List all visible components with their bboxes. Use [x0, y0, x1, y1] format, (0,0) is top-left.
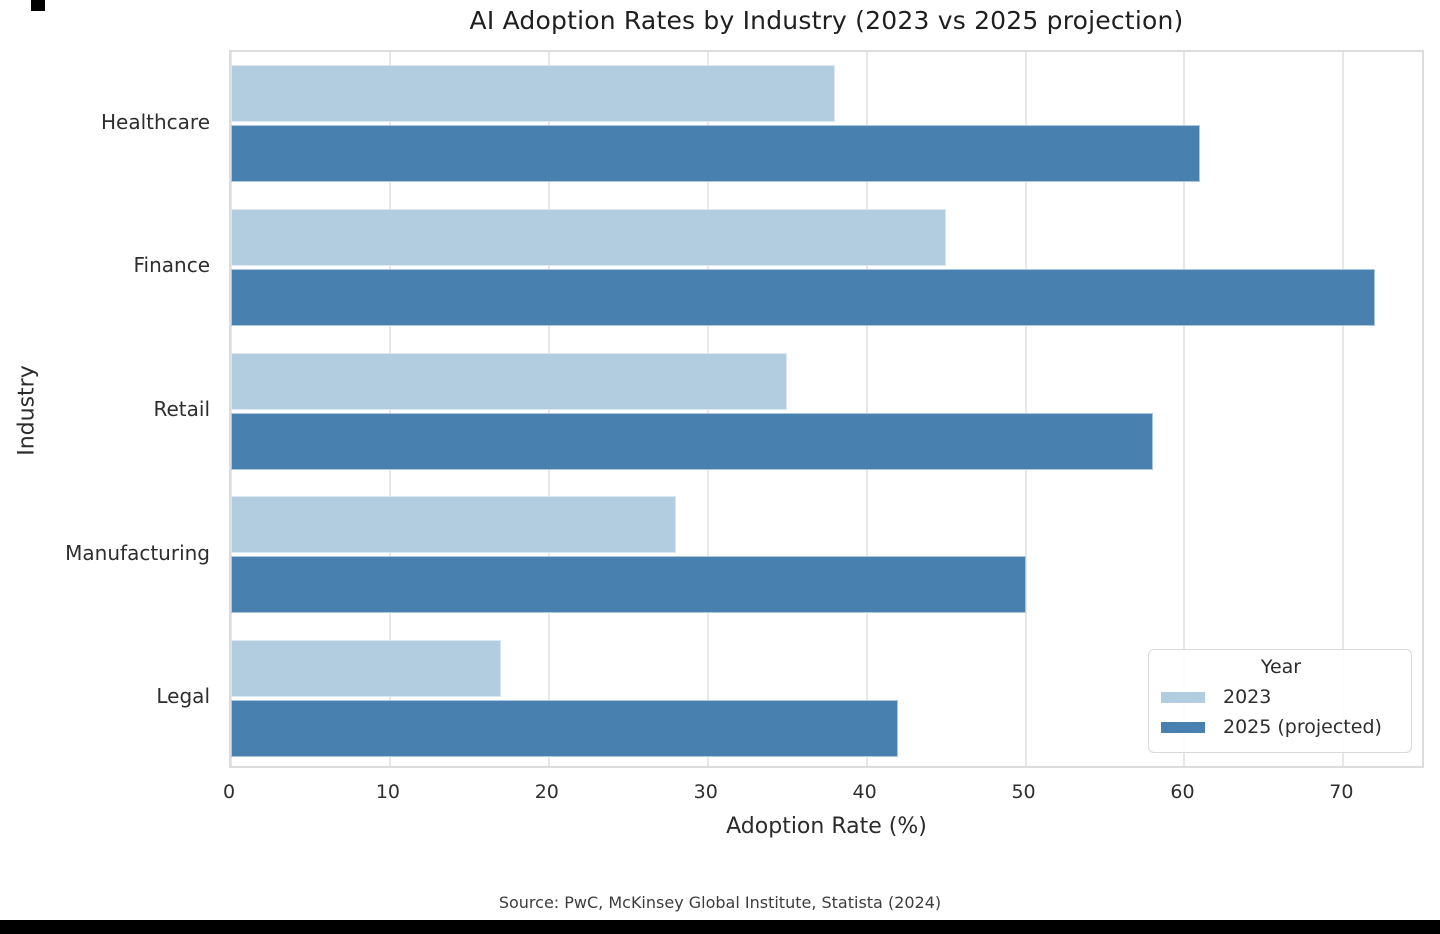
x-tick-label-40: 40	[852, 781, 877, 803]
gridline	[1024, 52, 1027, 766]
bottom-border-bar	[0, 920, 1440, 934]
x-axis-label: Adoption Rate (%)	[726, 814, 927, 839]
plot-area	[229, 50, 1424, 768]
bar-legal-2023	[231, 639, 502, 697]
legend-title: Year	[1260, 656, 1302, 678]
x-tick-label-30: 30	[693, 781, 718, 803]
bar-retail-2023	[231, 352, 788, 410]
legend-item: 2023	[1161, 682, 1401, 712]
bar-finance-2025	[231, 268, 1376, 326]
y-tick-labels: Healthcare Finance Retail Manufacturing Lega…	[0, 0, 212, 934]
legend-label: 2025 (projected)	[1223, 716, 1382, 738]
x-tick-label-70: 70	[1329, 781, 1354, 803]
gridline	[1183, 52, 1186, 766]
bar-healthcare-2023	[231, 65, 835, 123]
x-tick-label-10: 10	[375, 781, 400, 803]
x-tick-label-60: 60	[1170, 781, 1195, 803]
x-tick-label-50: 50	[1011, 781, 1036, 803]
gridline	[865, 52, 868, 766]
x-tick-label-0: 0	[222, 781, 236, 803]
y-tick-label-legal: Legal	[156, 684, 210, 709]
legend-swatch	[1161, 691, 1205, 703]
bar-finance-2023	[231, 208, 947, 266]
gridline	[1342, 52, 1345, 766]
legend-item: 2025 (projected)	[1161, 712, 1401, 742]
legend-label: 2023	[1223, 686, 1272, 708]
x-tick-label-20: 20	[534, 781, 559, 803]
bar-retail-2025	[231, 412, 1153, 470]
y-tick-label-retail: Retail	[153, 397, 210, 421]
bar-legal-2025	[231, 699, 899, 757]
y-tick-label-finance: Finance	[133, 253, 210, 278]
bar-healthcare-2025	[231, 125, 1201, 183]
y-axis-label: Industry	[14, 365, 40, 456]
source-caption: Source: PwC, McKinsey Global Institute, …	[498, 893, 942, 912]
legend-swatch	[1161, 721, 1205, 733]
bar-manufacturing-2023	[231, 496, 676, 554]
legend-items: 2023 2025 (projected)	[1161, 682, 1401, 742]
bar-manufacturing-2025	[231, 556, 1026, 614]
chart-title: AI Adoption Rates by Industry (2023 vs 2…	[469, 6, 1184, 35]
screenshot-corner-artifact	[31, 0, 45, 11]
y-tick-label-manufacturing: Manufacturing	[65, 540, 210, 565]
y-tick-label-healthcare: Healthcare	[100, 109, 210, 134]
legend: Year 2023 2025 (projected)	[1148, 649, 1412, 753]
